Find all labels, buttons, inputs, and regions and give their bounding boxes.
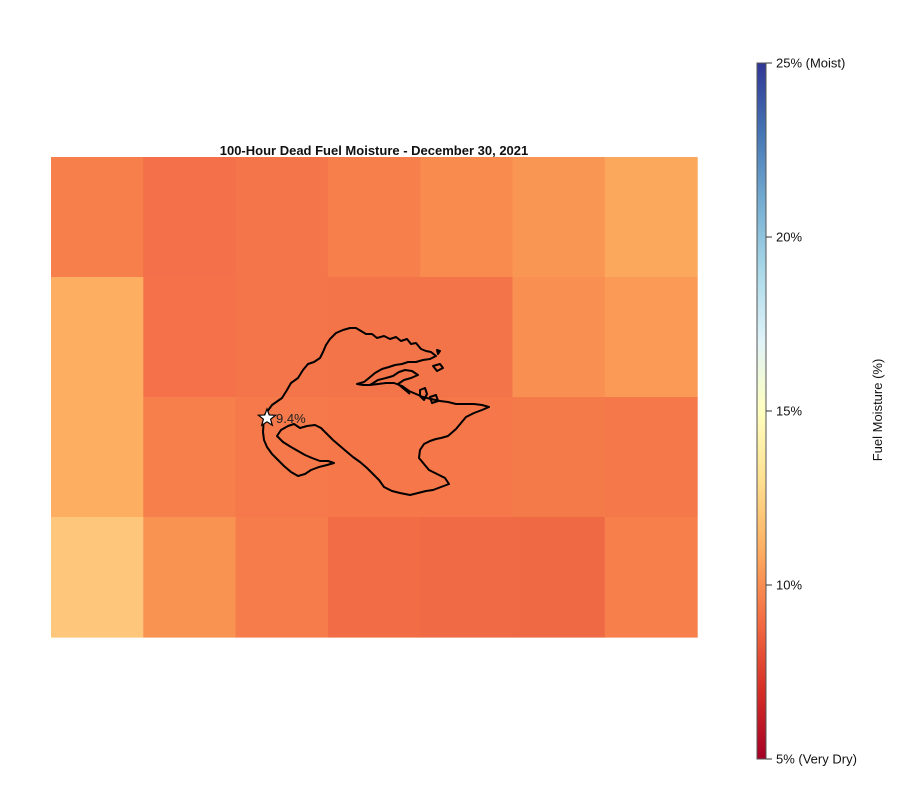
heatmap-cell-r0-c2 bbox=[235, 157, 329, 278]
fire-perimeter-main bbox=[262, 327, 490, 496]
colorbar-tick-label: 15% bbox=[776, 404, 802, 419]
colorbar-tick-label: 5% (Very Dry) bbox=[776, 752, 857, 767]
heatmap-cell-r1-c5 bbox=[512, 277, 606, 398]
heatmap-cell-r1-c4 bbox=[420, 277, 514, 398]
heatmap-cell-r3-c5 bbox=[512, 517, 606, 638]
fire-perimeter-island-2 bbox=[432, 363, 444, 372]
heatmap-cell-r0-c6 bbox=[604, 157, 698, 278]
map-title: 100-Hour Dead Fuel Moisture - December 3… bbox=[220, 143, 529, 158]
colorbar-ticks: 25% (Moist) 20% 15% 10% 5% (Very Dry) bbox=[766, 56, 857, 767]
heatmap-cell-r3-c2 bbox=[235, 517, 329, 638]
colorbar-tick-label: 10% bbox=[776, 578, 802, 593]
marker-value-label: 9.4% bbox=[276, 411, 306, 426]
heatmap-cell-r1-c0 bbox=[51, 277, 144, 398]
heatmap-cell-r3-c1 bbox=[143, 517, 237, 638]
star-icon bbox=[256, 407, 278, 427]
fire-perimeter-inner-ridge bbox=[369, 369, 419, 395]
fire-perimeter-island-3 bbox=[429, 394, 439, 404]
colorbar-label: Fuel Moisture (%) bbox=[870, 359, 885, 462]
colorbar-tick-label: 25% (Moist) bbox=[776, 56, 845, 71]
colorbar-tick-label: 20% bbox=[776, 230, 802, 245]
fire-perimeter-island-1 bbox=[419, 387, 428, 401]
heatmap-grid bbox=[51, 157, 698, 638]
colorbar-gradient bbox=[756, 62, 767, 760]
heatmap-cell-r3-c3 bbox=[327, 517, 421, 638]
fire-perimeter bbox=[262, 327, 490, 496]
heatmap-cell-r2-c0 bbox=[51, 397, 144, 518]
heatmap-cell-r2-c4 bbox=[420, 397, 514, 518]
heatmap-cell-r1-c1 bbox=[143, 277, 237, 398]
heatmap-cell-r1-c3 bbox=[327, 277, 421, 398]
heatmap-cell-r0-c3 bbox=[327, 157, 421, 278]
heatmap-cell-r3-c6 bbox=[604, 517, 698, 638]
heatmap-cell-r2-c5 bbox=[512, 397, 606, 518]
location-marker: 9.4% bbox=[256, 407, 306, 427]
heatmap-cell-r0-c5 bbox=[512, 157, 606, 278]
heatmap-cell-r0-c0 bbox=[51, 157, 144, 278]
heatmap-cell-r2-c3 bbox=[327, 397, 421, 518]
heatmap-cell-r2-c2 bbox=[235, 397, 329, 518]
heatmap-cell-r0-c4 bbox=[420, 157, 514, 278]
colorbar: 25% (Moist) 20% 15% 10% 5% (Very Dry) Fuel M… bbox=[756, 56, 885, 767]
heatmap-cell-r2-c1 bbox=[143, 397, 237, 518]
heatmap-cell-r0-c1 bbox=[143, 157, 237, 278]
heatmap-cell-r3-c4 bbox=[420, 517, 514, 638]
heatmap-cell-r1-c2 bbox=[235, 277, 329, 398]
heatmap-cell-r1-c6 bbox=[604, 277, 698, 398]
fire-perimeter-island-4 bbox=[436, 349, 441, 355]
heatmap-cell-r3-c0 bbox=[51, 517, 144, 638]
heatmap-cell-r2-c6 bbox=[604, 397, 698, 518]
